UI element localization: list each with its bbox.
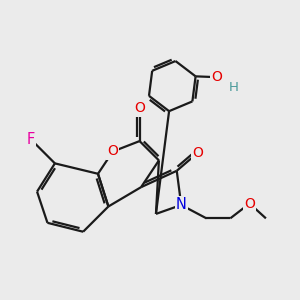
Text: O: O	[244, 196, 255, 211]
Text: O: O	[107, 145, 118, 158]
Text: F: F	[27, 132, 35, 147]
Text: O: O	[212, 70, 222, 84]
Text: O: O	[134, 101, 145, 116]
Text: H: H	[228, 81, 238, 94]
Text: O: O	[192, 146, 203, 160]
Text: N: N	[176, 197, 187, 212]
